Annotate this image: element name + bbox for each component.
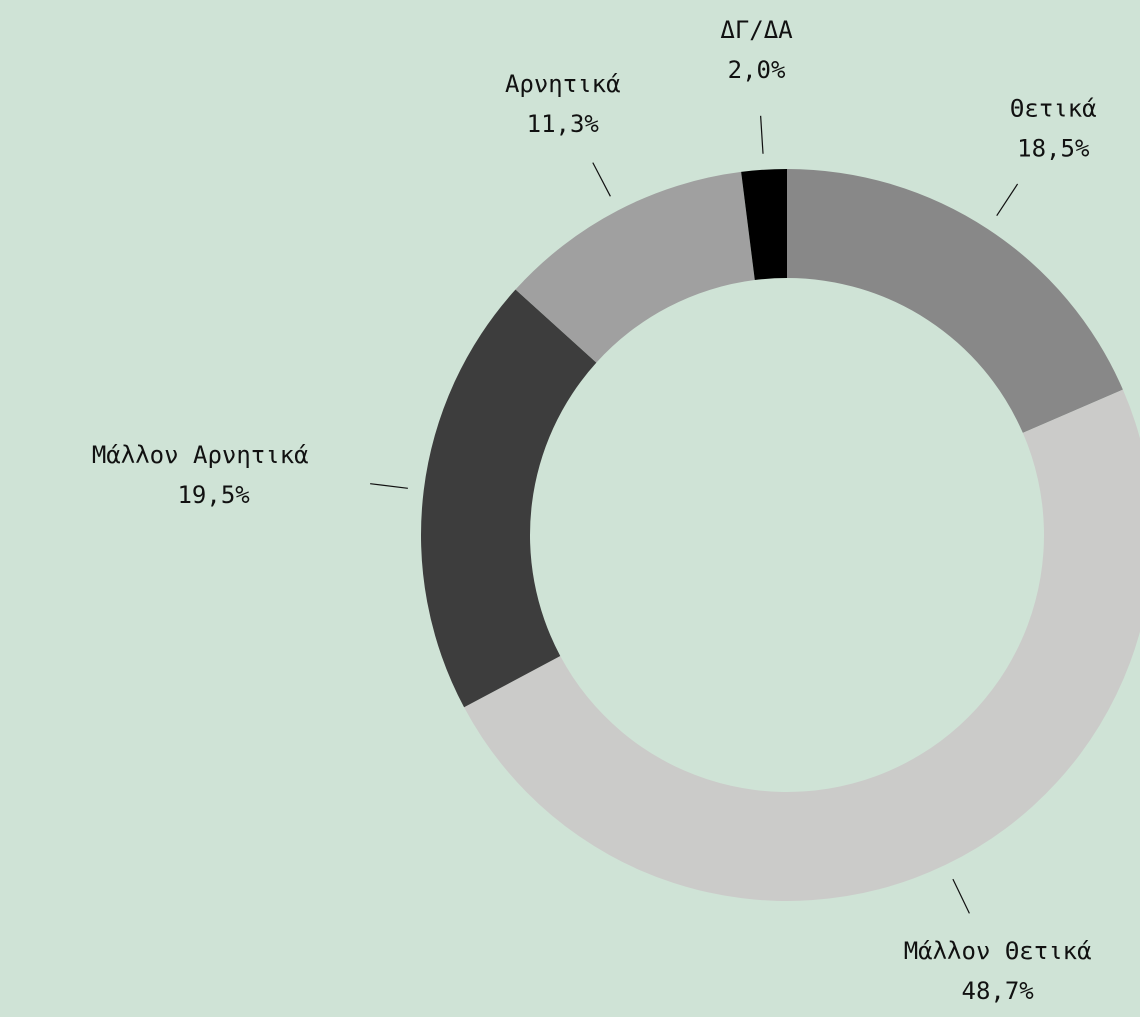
donut-slice	[515, 171, 755, 363]
donut-slice	[741, 169, 787, 281]
leader-line	[952, 878, 970, 914]
slice-label: ΔΓ/ΔΑ	[720, 16, 793, 44]
leader-line	[760, 115, 764, 154]
slice-label: Θετικά	[1010, 95, 1097, 123]
slice-label: Μάλλον Αρνητικά	[92, 441, 309, 469]
slice-label: Μάλλον Θετικά	[904, 937, 1092, 965]
slice-label: Αρνητικά	[505, 70, 621, 98]
slice-value-label: 2,0%	[728, 56, 786, 84]
donut-slice	[464, 389, 1140, 902]
slice-value-label: 48,7%	[962, 977, 1035, 1005]
donut-slice	[421, 289, 597, 708]
slice-value-label: 18,5%	[1017, 135, 1090, 163]
leader-line	[370, 483, 408, 489]
leader-line	[996, 183, 1019, 217]
slice-value-label: 11,3%	[527, 110, 600, 138]
donut-slice	[787, 169, 1123, 433]
leader-line	[592, 162, 611, 197]
slice-value-label: 19,5%	[177, 481, 250, 509]
